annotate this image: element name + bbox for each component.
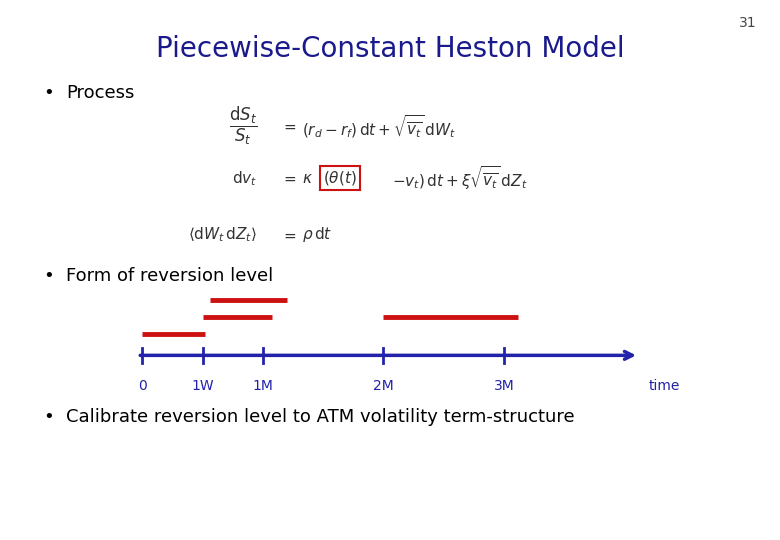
Text: Process: Process [66,84,135,102]
Text: 2M: 2M [373,379,394,393]
Text: time: time [648,379,680,393]
Text: $=$: $=$ [281,227,297,242]
Text: $(\theta(t)$: $(\theta(t)$ [324,169,357,187]
Text: $\mathrm{d}v_t$: $\mathrm{d}v_t$ [232,169,257,187]
Text: $\kappa$: $\kappa$ [302,171,313,186]
Text: $\dfrac{\mathrm{d}S_t}{S_t}$: $\dfrac{\mathrm{d}S_t}{S_t}$ [229,105,257,147]
Text: 0: 0 [138,379,147,393]
Text: 1W: 1W [191,379,214,393]
Text: •: • [43,408,54,426]
Text: $\rho\,\mathrm{d}t$: $\rho\,\mathrm{d}t$ [302,225,332,245]
Text: Form of reversion level: Form of reversion level [66,267,274,285]
Text: $=$: $=$ [281,171,297,186]
Text: •: • [43,84,54,102]
Text: Calibrate reversion level to ATM volatility term-structure: Calibrate reversion level to ATM volatil… [66,408,575,426]
Text: 31: 31 [739,16,757,30]
Text: $(r_d - r_f)\,\mathrm{d}t + \sqrt{\overline{v_t}}\,\mathrm{d}W_t$: $(r_d - r_f)\,\mathrm{d}t + \sqrt{\overl… [302,113,456,140]
Text: 1M: 1M [253,379,273,393]
Text: •: • [43,267,54,285]
Text: Piecewise-Constant Heston Model: Piecewise-Constant Heston Model [156,35,624,63]
Text: $\langle\mathrm{d}W_t\,\mathrm{d}Z_t\rangle$: $\langle\mathrm{d}W_t\,\mathrm{d}Z_t\ran… [188,226,257,244]
Text: $- v_t)\,\mathrm{d}t + \xi\sqrt{\overline{v_t}}\,\mathrm{d}Z_t$: $- v_t)\,\mathrm{d}t + \xi\sqrt{\overlin… [392,165,528,192]
Text: $=$: $=$ [281,119,297,134]
Text: 3M: 3M [494,379,514,393]
